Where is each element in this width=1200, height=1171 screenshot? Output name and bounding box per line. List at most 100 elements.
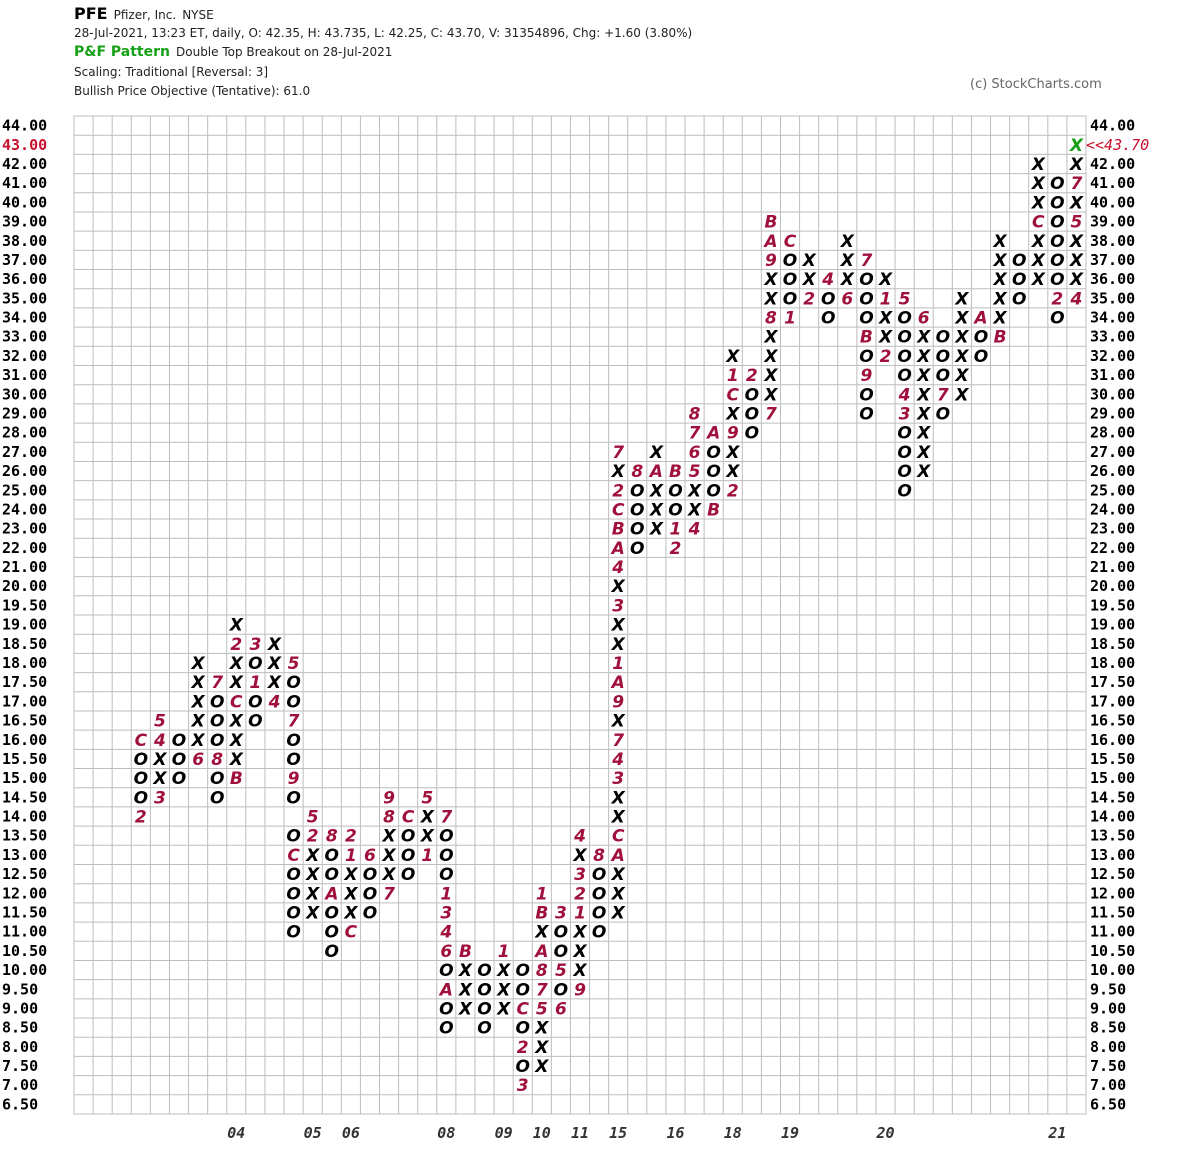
month-marker: 2 [574,884,586,904]
month-marker: 6 [918,309,930,329]
o-box: O [897,309,911,329]
month-marker: 1 [574,903,586,923]
x-box: X [954,347,969,367]
quote-line: 28-Jul-2021, 13:23 ET, daily, O: 42.35, … [74,26,693,40]
month-marker: B [612,520,625,540]
o-box: O [134,769,148,789]
month-marker: 9 [383,788,395,808]
o-box: O [439,865,453,885]
o-box: O [897,366,911,386]
x-year-label: 20 [875,1124,894,1142]
o-box: O [859,270,873,290]
y-tick-label-right: 8.00 [1090,1038,1126,1056]
y-tick-label-left: 39.00 [2,213,47,231]
o-box: O [974,347,988,367]
x-box: X [496,980,511,1000]
x-box: X [916,443,931,463]
y-tick-label-right: 11.50 [1090,903,1135,921]
o-box: O [1050,309,1064,329]
o-box: O [210,769,224,789]
o-box: O [286,673,300,693]
o-box: O [515,961,529,981]
x-box: X [993,270,1008,290]
o-box: O [477,980,491,1000]
y-tick-label-right: 21.00 [1090,558,1135,576]
y-tick-label-right: 16.00 [1090,731,1135,749]
company-name: Pfizer, Inc. [113,8,177,22]
x-box: X [725,462,740,482]
y-tick-label-right: 35.00 [1090,289,1135,307]
o-box: O [1050,174,1064,194]
y-tick-label-right: 17.00 [1090,692,1135,710]
o-box: O [401,827,415,847]
month-marker: C [727,385,740,405]
x-year-label: 10 [533,1124,551,1142]
x-box: X [763,347,778,367]
o-box: O [745,385,759,405]
month-marker: 6 [364,846,376,866]
x-box: X [572,923,587,943]
y-tick-label-right: 24.00 [1090,500,1135,518]
x-box: X [420,808,435,828]
month-marker: 2 [135,808,147,828]
y-tick-label-left: 31.00 [2,366,47,384]
y-tick-label-left: 7.50 [2,1057,38,1075]
y-tick-label-left: 35.00 [2,289,47,307]
y-tick-label-left: 29.00 [2,404,47,422]
o-box: O [363,884,377,904]
y-tick-label-right: 22.00 [1090,539,1135,557]
o-box: O [363,903,377,923]
y-tick-label-left: 26.00 [2,462,47,480]
month-marker: 9 [612,692,624,712]
o-box: O [286,788,300,808]
month-marker: 8 [689,404,701,424]
y-tick-label-left: 24.00 [2,500,47,518]
y-tick-label-right: 37.00 [1090,251,1135,269]
o-box: O [401,865,415,885]
y-tick-label-right: 23.00 [1090,520,1135,538]
x-box: X [954,309,969,329]
month-marker: 2 [307,827,319,847]
o-box: O [363,865,377,885]
month-marker: 1 [498,942,510,962]
o-box: O [897,443,911,463]
o-box: O [172,731,186,751]
x-year-label: 05 [304,1124,322,1142]
o-box: O [783,289,797,309]
x-year-label: 15 [609,1124,627,1142]
o-box: O [936,366,950,386]
x-box: X [954,328,969,348]
month-marker: 3 [574,865,586,885]
month-marker: 7 [383,884,395,904]
o-box: O [859,289,873,309]
pattern-line: P&F Pattern Double Top Breakout on 28-Jul… [74,44,392,60]
y-tick-label-right: 7.00 [1090,1076,1126,1094]
current-price-label: <<43.70 [1086,136,1149,154]
month-marker: C [135,731,148,751]
month-marker: 1 [345,846,357,866]
month-marker: A [533,942,548,962]
month-marker: 5 [421,788,433,808]
x-box: X [725,347,740,367]
o-box: O [821,309,835,329]
o-box: O [286,923,300,943]
y-tick-label-left: 18.00 [2,654,47,672]
x-box: X [496,961,511,981]
x-box: X [878,328,893,348]
o-box: O [1012,289,1026,309]
y-tick-label-right: 26.00 [1090,462,1135,480]
o-box: O [821,289,835,309]
o-box: O [554,923,568,943]
y-tick-label-left: 16.00 [2,731,47,749]
x-box: X [229,712,244,732]
o-box: O [783,270,797,290]
month-marker: 7 [612,731,624,751]
month-marker: 7 [536,980,548,1000]
month-marker: 1 [249,673,261,693]
x-box: X [1031,232,1046,252]
y-tick-label-right: 8.50 [1090,1019,1126,1037]
x-box: X [916,424,931,444]
ticker-symbol: PFE [74,4,108,23]
month-marker: 6 [192,750,204,770]
